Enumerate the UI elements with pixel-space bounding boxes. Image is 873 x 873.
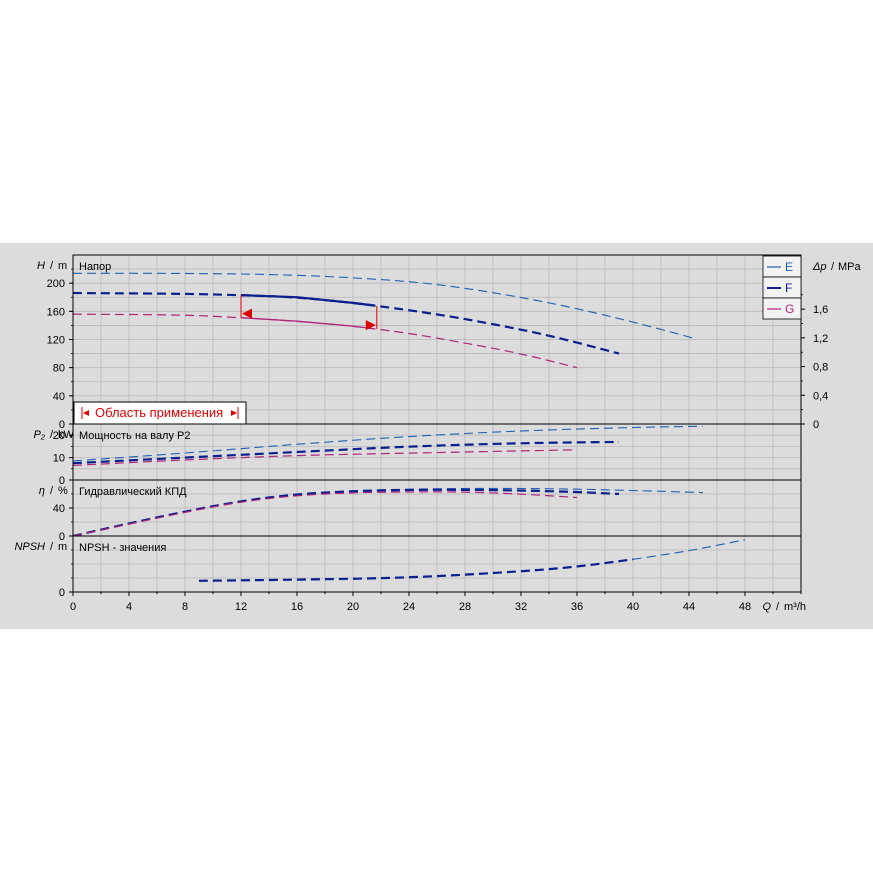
y-axis-symbol: P₂ xyxy=(33,429,45,441)
y-axis-unit: m xyxy=(58,260,67,272)
right-tick-label: 1,2 xyxy=(813,333,828,345)
y-tick-label: 10 xyxy=(53,453,65,465)
panel-frames xyxy=(69,254,805,596)
application-range-arrow-right xyxy=(231,410,237,416)
right-tick-label: 1,6 xyxy=(813,304,828,316)
panel-series-power xyxy=(73,425,704,467)
y-axis-separator: / xyxy=(50,260,54,272)
right-axis-unit: MPa xyxy=(838,261,862,273)
application-arrow-max xyxy=(365,320,376,331)
y-tick-label: 0 xyxy=(59,419,65,431)
y-tick-label: 40 xyxy=(53,503,65,515)
application-segment-F xyxy=(240,294,375,307)
y-tick-label: 200 xyxy=(47,278,65,290)
application-range-box xyxy=(73,401,247,425)
x-axis-unit: m³/h xyxy=(784,601,806,613)
right-tick-label: 0 xyxy=(813,419,819,431)
legend: EFG xyxy=(762,255,802,320)
legend-label-F: F xyxy=(785,281,792,295)
y-tick-label: 120 xyxy=(47,335,65,347)
x-tick-label: 12 xyxy=(235,601,247,613)
x-tick-label: 20 xyxy=(347,601,359,613)
y-axis-symbol: η xyxy=(39,485,45,497)
series-power-G xyxy=(73,449,578,467)
x-tick-label: 28 xyxy=(459,601,471,613)
right-axis-symbol: Δp xyxy=(812,261,827,273)
y-tick-label: 40 xyxy=(53,391,65,403)
y-tick-label: 160 xyxy=(47,306,65,318)
x-tick-label: 8 xyxy=(182,601,188,613)
series-npsh-E xyxy=(632,539,746,560)
panel-series-head xyxy=(73,272,697,369)
y-tick-label: 80 xyxy=(53,363,65,375)
y-axis-unit: kW xyxy=(58,429,75,441)
x-tick-label: 32 xyxy=(515,601,527,613)
panel-title-power: Мощность на валу P2 xyxy=(79,430,191,442)
x-tick-label: 36 xyxy=(571,601,583,613)
series-npsh-F xyxy=(198,558,634,582)
y-tick-label: 20 xyxy=(53,430,65,442)
application-segment-G xyxy=(240,317,375,330)
application-range-label: Область применения xyxy=(95,405,223,420)
chart-background xyxy=(0,243,873,629)
y-axis-separator: / xyxy=(50,429,54,441)
x-tick-label: 48 xyxy=(739,601,751,613)
x-tick-label: 0 xyxy=(70,601,76,613)
panel-title-npsh: NPSH - значения xyxy=(79,542,166,554)
right-tick-label: 0,4 xyxy=(813,390,828,402)
legend-label-G: G xyxy=(785,302,794,316)
series-power-E xyxy=(73,425,704,462)
application-arrow-min xyxy=(242,308,252,319)
x-axis-symbol: Q xyxy=(762,601,771,613)
y-axis-symbol: H xyxy=(37,260,45,272)
y-axis-separator: / xyxy=(50,485,54,497)
panel-series-efficiency xyxy=(73,487,704,536)
application-range-arrow-left xyxy=(83,410,89,416)
panel-title-head: Напор xyxy=(79,261,111,273)
y-axis-unit: % xyxy=(58,485,68,497)
right-axis-separator: / xyxy=(831,261,835,273)
legend-label-E: E xyxy=(785,260,793,274)
legend-entry-G xyxy=(762,297,802,320)
y-tick-label: 0 xyxy=(59,531,65,543)
y-tick-label: 0 xyxy=(59,587,65,599)
y-axis-separator: / xyxy=(50,541,54,553)
x-tick-label: 40 xyxy=(627,601,639,613)
series-efficiency-F xyxy=(73,488,620,536)
x-axis-separator: / xyxy=(776,601,780,613)
x-tick-label: 44 xyxy=(683,601,695,613)
panel-title-efficiency: Гидравлический КПД xyxy=(79,486,187,498)
right-tick-label: 0,8 xyxy=(813,362,828,374)
x-tick-label: 24 xyxy=(403,601,415,613)
panel-series-npsh xyxy=(198,539,746,582)
series-efficiency-G xyxy=(73,491,578,536)
y-axis-unit: m xyxy=(58,541,67,553)
series-layer xyxy=(73,272,746,582)
series-power-F xyxy=(73,440,620,465)
y-tick-label: 0 xyxy=(59,475,65,487)
series-head-E xyxy=(73,272,697,340)
x-tick-label: 16 xyxy=(291,601,303,613)
x-tick-label: 4 xyxy=(126,601,132,613)
y-axis-symbol: NPSH xyxy=(14,541,45,553)
